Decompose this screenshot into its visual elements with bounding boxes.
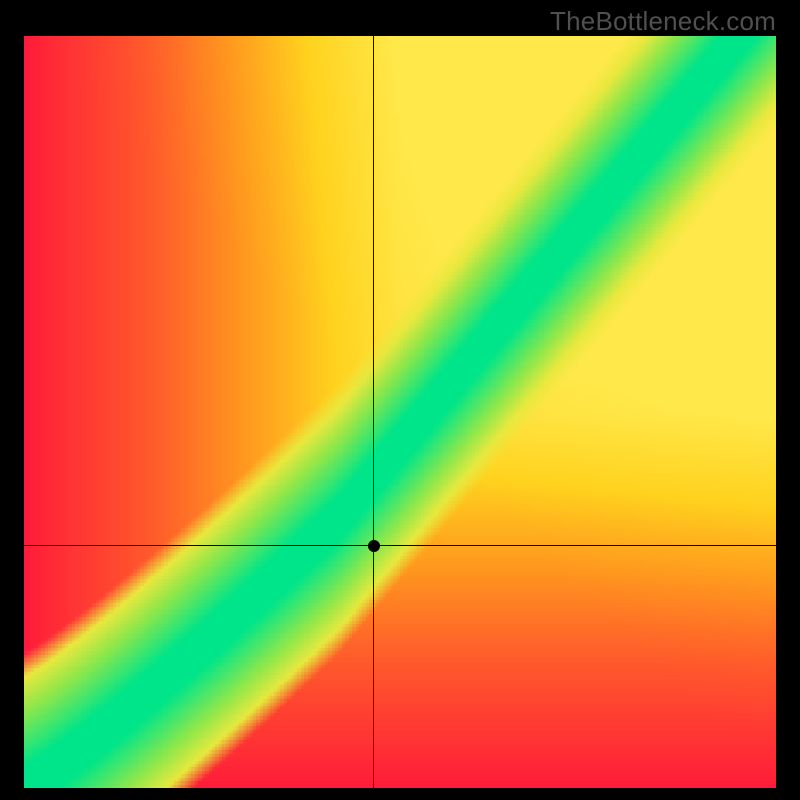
- chart-container: TheBottleneck.com: [0, 0, 800, 800]
- heatmap-canvas: [24, 36, 776, 788]
- plot-area: [24, 36, 776, 788]
- crosshair-horizontal: [24, 545, 776, 546]
- crosshair-vertical: [373, 36, 374, 788]
- watermark-text: TheBottleneck.com: [550, 6, 776, 37]
- data-point: [368, 540, 380, 552]
